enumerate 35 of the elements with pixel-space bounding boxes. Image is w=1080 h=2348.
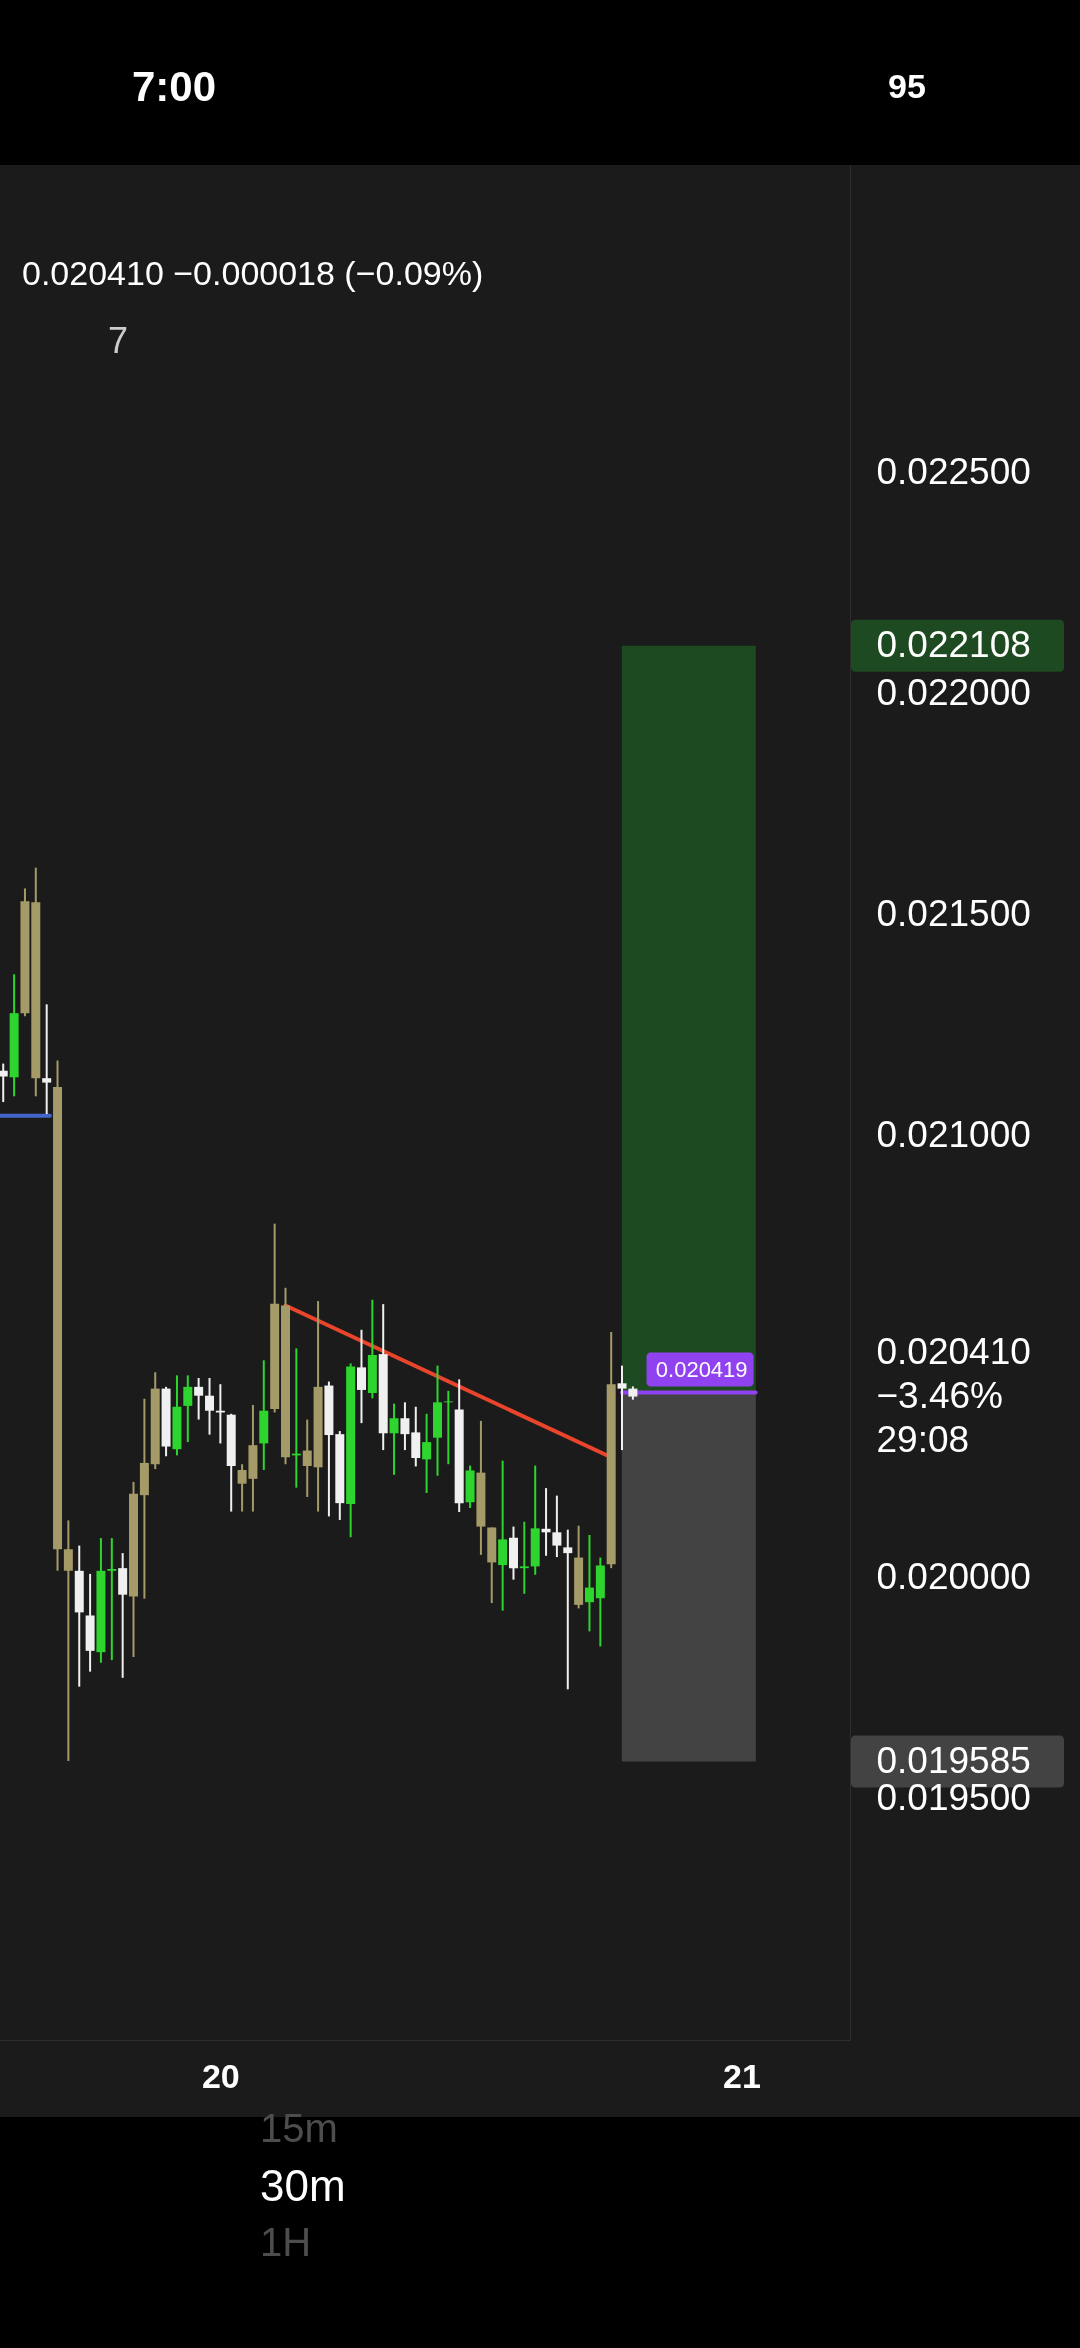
- candlestick: [356, 1328, 366, 1425]
- candlestick: [42, 1003, 52, 1115]
- candlestick: [584, 1533, 594, 1633]
- text: 0.020410 −0.000018 (−0.09%): [22, 254, 484, 292]
- candlestick: [443, 1389, 453, 1466]
- candlestick: [107, 1537, 117, 1662]
- y-tick-label: 0.022108: [876, 624, 1031, 666]
- candlestick: [205, 1377, 215, 1436]
- text: 15m: [260, 2106, 338, 2150]
- y-tick-label: 0.022000: [876, 671, 1031, 713]
- text: 7:00: [131, 63, 217, 110]
- x-tick-label: 20: [201, 2056, 240, 2095]
- y-tick-label: 0.020000: [876, 1556, 1031, 1598]
- data-label: 0.020419: [655, 1356, 748, 1382]
- candlestick: [194, 1377, 204, 1421]
- candlestick: [519, 1520, 529, 1595]
- text: 95: [888, 67, 926, 105]
- text: 1H: [260, 2220, 312, 2264]
- candlestick: [302, 1418, 312, 1498]
- candlestick: [422, 1412, 432, 1494]
- candlestick: [400, 1401, 410, 1452]
- candlestick: [0, 1062, 8, 1104]
- y-tick-label: 0.021000: [876, 1114, 1031, 1156]
- candlestick: [617, 1364, 627, 1452]
- x-tick-label: 21: [723, 2056, 761, 2095]
- text: 30m: [260, 2161, 346, 2210]
- y-tick-label: 0.021500: [876, 893, 1031, 935]
- candlestick: [183, 1374, 193, 1444]
- y-tick-label: 0.020410 −3.46% 29:08: [876, 1331, 1031, 1461]
- candlestick: [63, 1519, 73, 1762]
- annotation: 7: [107, 320, 129, 361]
- y-tick-label: 0.022500: [876, 450, 1031, 492]
- candlestick: [389, 1402, 399, 1476]
- candlestick: [563, 1528, 573, 1691]
- candlestick: [552, 1494, 562, 1559]
